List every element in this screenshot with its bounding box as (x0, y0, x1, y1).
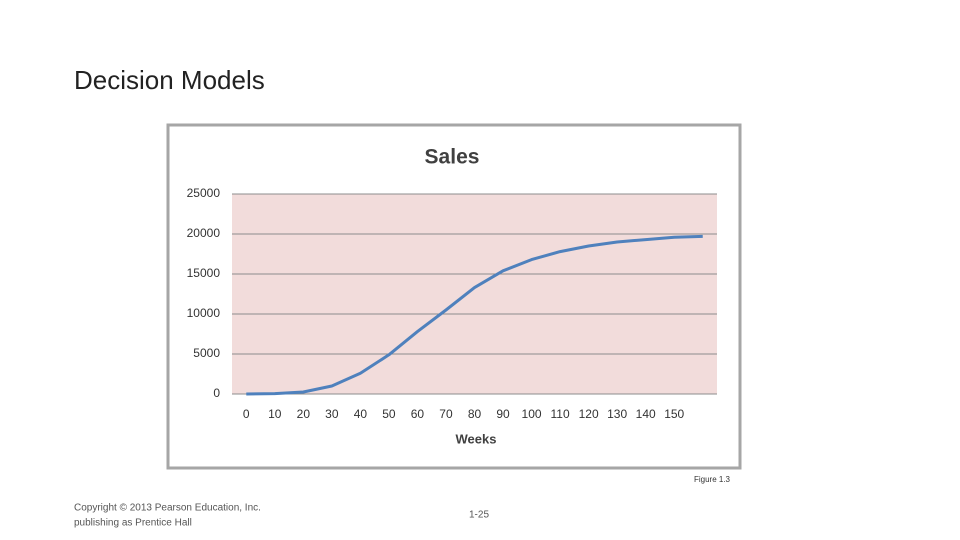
x-tick-label: 70 (439, 407, 453, 421)
plot: 0 5000 10000 15000 20000 25000 0 10 20 30 40 50 60 70… (187, 186, 717, 421)
page-number: 1-25 (469, 510, 489, 521)
x-tick-label: 0 (243, 407, 250, 421)
x-tick-label: 150 (664, 407, 684, 421)
y-tick-label: 5000 (193, 346, 220, 360)
x-tick-label: 100 (522, 407, 542, 421)
copyright: publishing as Prentice Hall (74, 518, 192, 529)
x-tick-label: 60 (411, 407, 425, 421)
chart-title: Sales (425, 146, 480, 169)
x-tick-label: 130 (607, 407, 627, 421)
x-tick-label: 20 (297, 407, 311, 421)
plot-area (232, 194, 717, 394)
x-tick-label: 140 (636, 407, 656, 421)
x-tick-label: 90 (496, 407, 510, 421)
x-tick-label: 80 (468, 407, 482, 421)
y-tick-label: 25000 (187, 186, 221, 200)
x-tick-label: 10 (268, 407, 282, 421)
x-tick-label: 120 (579, 407, 599, 421)
x-tick-label: 50 (382, 407, 396, 421)
y-tick-label: 15000 (187, 266, 221, 280)
slide-title: Decision Models (74, 65, 265, 95)
x-tick-label: 40 (354, 407, 368, 421)
x-axis-label: Weeks (456, 431, 497, 446)
y-tick-label: 10000 (187, 306, 221, 320)
copyright: Copyright © 2013 Pearson Education, Inc. (74, 503, 261, 514)
y-tick-label: 0 (213, 386, 220, 400)
figure-caption: Figure 1.3 (694, 475, 731, 484)
x-tick-label: 110 (551, 407, 570, 421)
x-tick-label: 30 (325, 407, 339, 421)
y-tick-label: 20000 (187, 226, 221, 240)
line (246, 234, 703, 396)
